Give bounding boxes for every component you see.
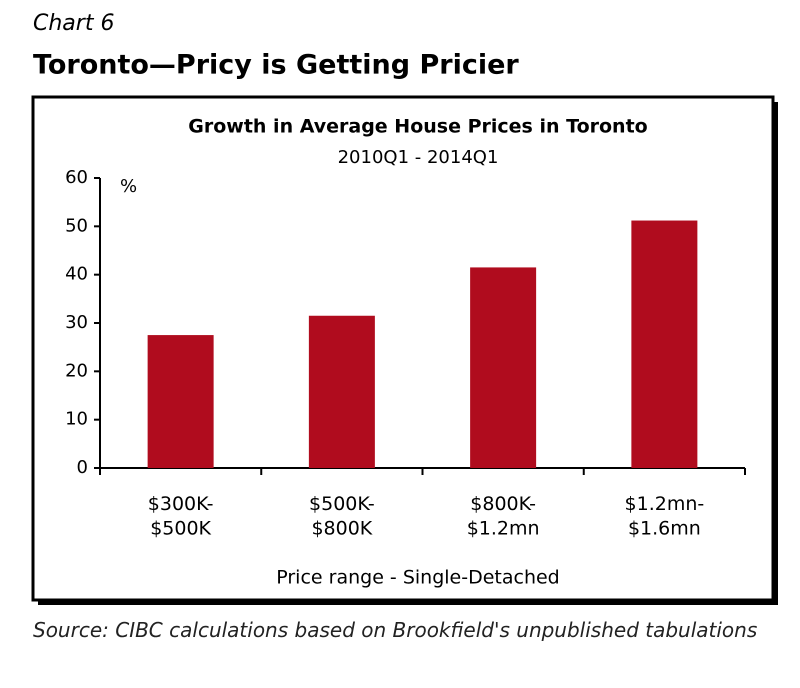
y-tick-label: 40 <box>65 264 88 285</box>
x-tick-label: $300K-$500K <box>148 493 214 540</box>
x-tick-label: $500K-$800K <box>309 493 375 540</box>
x-tick-label: $1.2mn-$1.6mn <box>625 493 705 540</box>
y-tick-label: 20 <box>65 360 88 381</box>
y-tick-label: 30 <box>65 312 88 333</box>
bar <box>631 220 698 468</box>
y-tick-label: 60 <box>65 167 88 188</box>
y-tick-label: 10 <box>65 409 88 430</box>
source-note: Source: CIBC calculations based on Brook… <box>33 618 758 642</box>
bar <box>470 267 537 468</box>
bar <box>308 315 375 468</box>
x-axis-label: Price range - Single-Detached <box>276 567 560 589</box>
y-unit: % <box>120 176 137 197</box>
bar <box>147 335 214 468</box>
y-tick-label: 0 <box>77 457 88 478</box>
page-title: Toronto—Pricy is Getting Pricier <box>33 50 519 81</box>
y-tick-label: 50 <box>65 215 88 236</box>
x-tick-label: $800K-$1.2mn <box>467 493 540 540</box>
chart-title: Growth in Average House Prices in Toront… <box>188 116 647 138</box>
chart-subtitle: 2010Q1 - 2014Q1 <box>338 147 499 168</box>
chart-label: Chart 6 <box>33 11 114 36</box>
